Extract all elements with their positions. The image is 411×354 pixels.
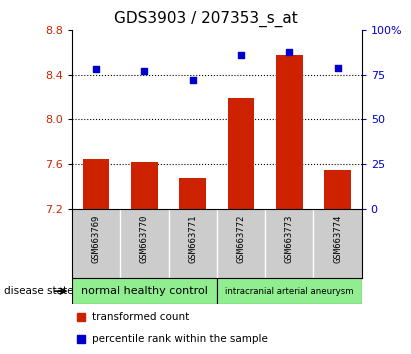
Bar [324,170,351,209]
Text: normal healthy control: normal healthy control [81,286,208,296]
Point [334,65,341,70]
Bar [276,55,302,209]
FancyBboxPatch shape [72,278,217,304]
FancyBboxPatch shape [217,278,362,304]
Text: GSM663773: GSM663773 [285,215,294,263]
Bar [131,162,158,209]
Text: GSM663771: GSM663771 [188,215,197,263]
Bar [179,178,206,209]
Text: transformed count: transformed count [92,312,189,322]
Point [93,67,99,72]
Text: intracranial arterial aneurysm: intracranial arterial aneurysm [225,287,353,296]
Point [286,49,293,55]
Point [238,52,244,58]
Text: percentile rank within the sample: percentile rank within the sample [92,334,268,344]
Text: disease state: disease state [4,286,74,296]
Text: GSM663770: GSM663770 [140,215,149,263]
Point [141,68,148,74]
Bar [228,98,254,209]
Text: GSM663769: GSM663769 [92,215,101,263]
Text: GSM663774: GSM663774 [333,215,342,263]
Text: GDS3903 / 207353_s_at: GDS3903 / 207353_s_at [113,10,298,27]
Point [189,77,196,83]
Bar [83,159,109,209]
Text: GSM663772: GSM663772 [236,215,245,263]
